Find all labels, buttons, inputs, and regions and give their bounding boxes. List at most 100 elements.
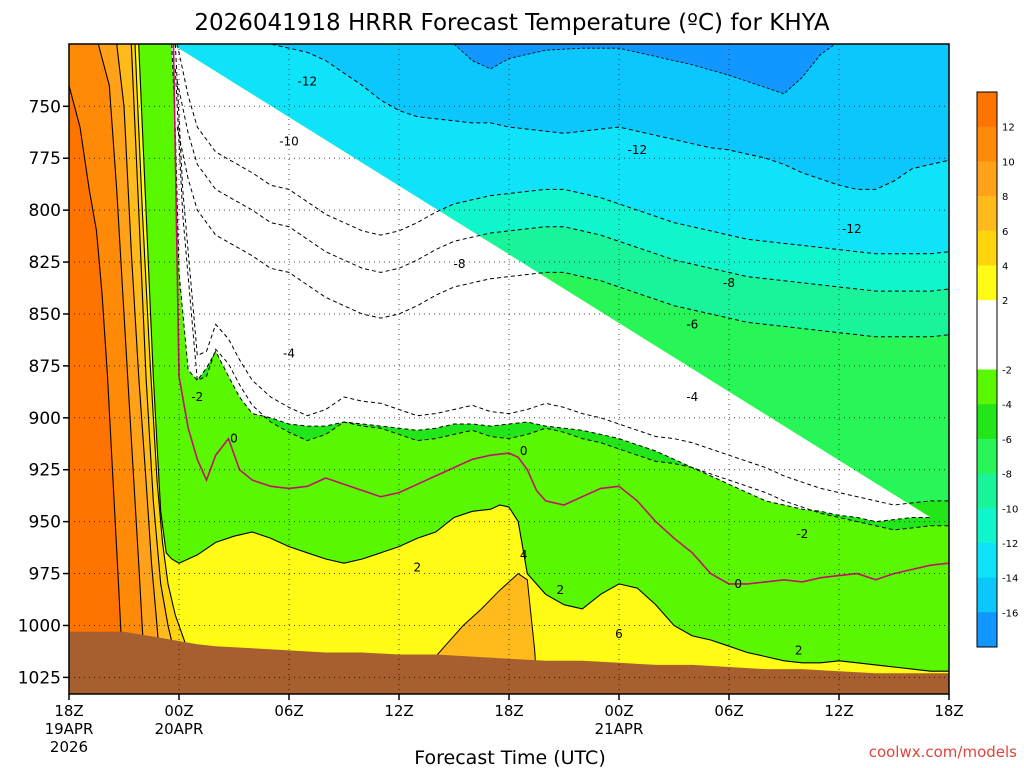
colorbar-swatch bbox=[977, 577, 997, 613]
colorbar-label: -4 bbox=[1002, 400, 1012, 411]
y-tick-label: 850 bbox=[29, 305, 61, 325]
colorbar-swatch bbox=[977, 612, 997, 648]
y-tick-label: 1025 bbox=[18, 668, 61, 688]
colorbar-swatch bbox=[977, 508, 997, 544]
y-tick-label: 900 bbox=[29, 409, 61, 429]
contour-label: 0 bbox=[734, 577, 742, 591]
contour-label: -6 bbox=[686, 317, 698, 331]
colorbar-swatch bbox=[977, 161, 997, 197]
colorbar-swatch bbox=[977, 542, 997, 579]
x-tick-label: 18Z bbox=[494, 702, 523, 720]
colorbar-swatch bbox=[977, 300, 997, 336]
colorbar: 12 10 8 6 4 2 -2 -4 -6 -8 -10 -12 -14 -16 bbox=[976, 91, 1018, 648]
colorbar-label: 10 bbox=[1002, 157, 1015, 168]
colorbar-swatch bbox=[977, 265, 997, 301]
contour-label: -2 bbox=[796, 527, 808, 541]
field-white bbox=[171, 44, 931, 522]
y-tick-label: 800 bbox=[29, 201, 61, 221]
colorbar-label: -12 bbox=[1002, 539, 1018, 550]
colorbar-label: -2 bbox=[1002, 366, 1012, 377]
x-tick-label: 06Z bbox=[714, 702, 743, 720]
x-tick-year: 2026 bbox=[50, 738, 88, 756]
field-m4-lower bbox=[69, 44, 949, 694]
isotherm-le_m10 bbox=[176, 44, 949, 255]
isotherm-mid-0 bbox=[176, 81, 949, 292]
y-tick-label: 875 bbox=[29, 357, 61, 377]
contour-label: -8 bbox=[454, 257, 466, 271]
colorbar-label: -14 bbox=[1002, 574, 1018, 585]
colorbar-frame bbox=[976, 91, 998, 648]
credit-text: coolwx.com/models bbox=[869, 743, 1017, 761]
x-tick-label: 12Z bbox=[824, 702, 853, 720]
contour-label: 4 bbox=[520, 548, 528, 562]
plot-area bbox=[69, 44, 949, 694]
x-axis-label: Forecast Time (UTC) bbox=[414, 747, 605, 768]
colorbar-label: -8 bbox=[1002, 470, 1012, 481]
contour-label: -2 bbox=[191, 390, 203, 404]
contour-label: 0 bbox=[230, 432, 238, 446]
contour-label: -8 bbox=[723, 276, 735, 290]
colorbar-swatch bbox=[977, 473, 997, 509]
grid-lines bbox=[68, 44, 950, 694]
x-tick-label: 18Z bbox=[934, 702, 963, 720]
field-warm-pocket bbox=[425, 572, 538, 681]
isotherm-le_m4 bbox=[174, 44, 949, 506]
y-tick-label: 750 bbox=[29, 97, 61, 117]
field-12 bbox=[69, 44, 124, 694]
y-tick-label: 975 bbox=[29, 565, 61, 585]
colorbar-swatch bbox=[977, 334, 997, 370]
contour-label: 2 bbox=[557, 583, 565, 597]
contour-label: -4 bbox=[686, 390, 698, 404]
colorbar-swatch bbox=[977, 92, 997, 128]
x-tick-label: 00Z bbox=[164, 702, 193, 720]
field-cold-pocket bbox=[453, 44, 836, 95]
colorbar-swatch bbox=[977, 404, 997, 440]
isotherm-ge_6 bbox=[69, 44, 184, 694]
isotherm-le_m14 bbox=[180, 44, 949, 190]
x-tick-label: 18Z bbox=[54, 702, 83, 720]
contour-label: 2 bbox=[795, 643, 803, 657]
contour-label: -4 bbox=[283, 346, 295, 360]
colorbar-swatch bbox=[977, 196, 997, 232]
contour-label: 2 bbox=[414, 560, 422, 574]
colorbar-swatch bbox=[977, 438, 997, 475]
y-tick-label: 1000 bbox=[18, 616, 61, 636]
contour-label: 0 bbox=[520, 444, 528, 458]
x-tick-date: 20APR bbox=[155, 720, 204, 738]
isotherm-ge_8 bbox=[69, 44, 164, 694]
contour-label: -12 bbox=[298, 74, 318, 88]
y-tick-label: 825 bbox=[29, 253, 61, 273]
contour-label: 6 bbox=[615, 627, 623, 641]
colorbar-label: 4 bbox=[1002, 261, 1008, 272]
isotherm-ge_10 bbox=[69, 44, 147, 694]
y-tick-label: 950 bbox=[29, 513, 61, 533]
colorbar-label: 8 bbox=[1002, 192, 1008, 203]
y-tick-label: 775 bbox=[29, 149, 61, 169]
x-tick-label: 06Z bbox=[274, 702, 303, 720]
y-axis: 750 775 800 825 850 875 900 925 950 975 1000 1025 bbox=[18, 97, 69, 688]
y-tick-label: 925 bbox=[29, 461, 61, 481]
colorbar-label: 12 bbox=[1002, 123, 1015, 134]
x-tick-label: 12Z bbox=[384, 702, 413, 720]
colorbar-swatch bbox=[977, 230, 997, 266]
colorbar-label: -6 bbox=[1002, 435, 1012, 446]
x-tick-date: 19APR bbox=[45, 720, 94, 738]
isotherm-ge_2 bbox=[69, 44, 949, 672]
colorbar-swatch bbox=[977, 369, 997, 405]
colorbar-swatch bbox=[977, 126, 997, 162]
colorbar-label: 6 bbox=[1002, 227, 1008, 238]
isotherm-ge_12 bbox=[69, 85, 125, 694]
surface-terrain bbox=[69, 631, 949, 694]
contour-label: -12 bbox=[628, 143, 648, 157]
freezing-line bbox=[172, 44, 949, 585]
chart-title: 2026041918 HRRR Forecast Temperature (ºC… bbox=[194, 10, 830, 36]
contour-label: -10 bbox=[279, 135, 299, 149]
colorbar-label: -10 bbox=[1002, 504, 1018, 515]
contour-label: -12 bbox=[842, 222, 862, 236]
isotherm-mid-1 bbox=[176, 126, 949, 338]
colorbar-label: -16 bbox=[1002, 608, 1018, 619]
contour-labels: -12 -10 -12 -12 -8 -8 -6 -4 -4 -2 0 0 -2 0 2 4 2 2 6 bbox=[191, 74, 862, 657]
x-tick-label: 00Z bbox=[604, 702, 633, 720]
